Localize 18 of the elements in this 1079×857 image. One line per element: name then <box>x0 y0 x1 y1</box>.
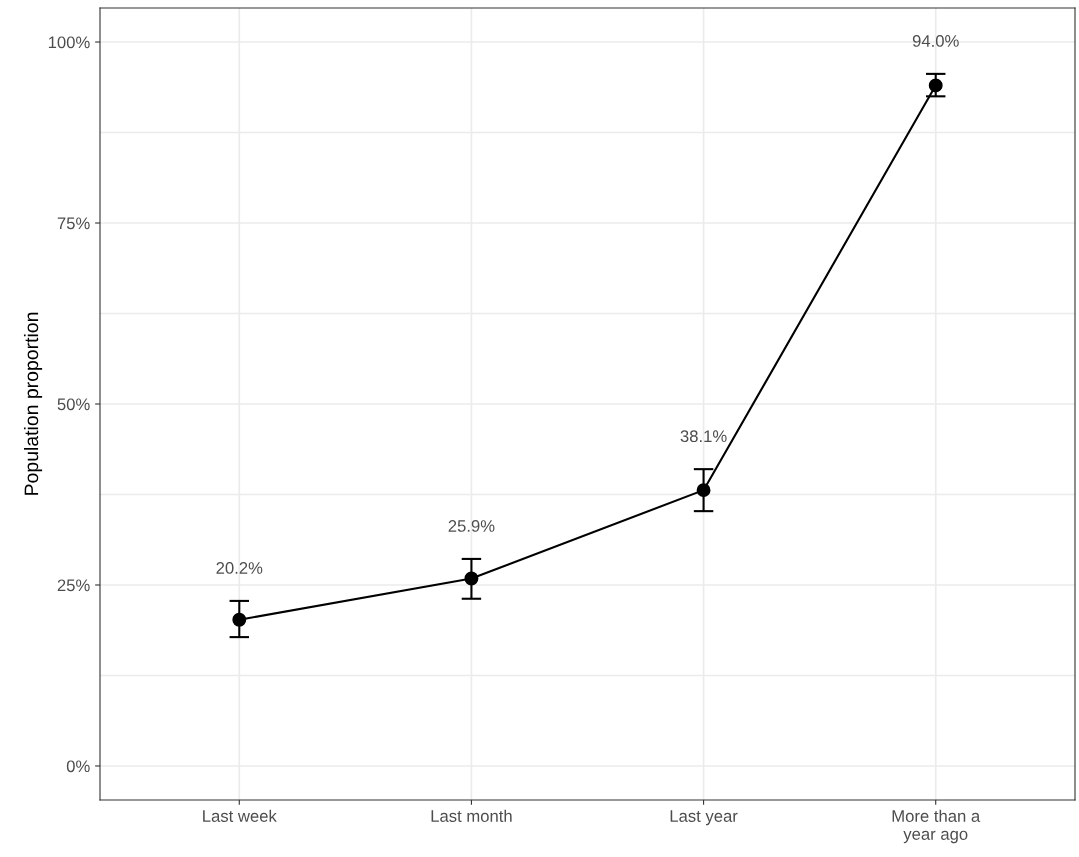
y-tick-label: 75% <box>57 217 90 230</box>
x-tick-label: Last week <box>203 809 277 822</box>
y-tick-label: 25% <box>57 579 90 592</box>
point <box>464 571 479 586</box>
y-axis-title: Population proportion <box>23 312 43 495</box>
data-label: 20.2% <box>216 562 263 574</box>
data-label: 38.1% <box>680 430 727 443</box>
data-label: 25.9% <box>448 520 495 532</box>
data-label: 94.0% <box>912 35 959 47</box>
x-tick-label: More than a year ago <box>892 809 981 844</box>
y-tick-label: 0% <box>66 760 90 773</box>
y-tick-label: 100% <box>48 36 90 49</box>
x-tick-label: Last year <box>670 810 738 826</box>
point <box>696 483 711 498</box>
x-tick-label: Last month <box>431 809 512 822</box>
point <box>928 78 943 93</box>
y-tick-label: 50% <box>57 398 90 411</box>
point <box>232 612 247 627</box>
